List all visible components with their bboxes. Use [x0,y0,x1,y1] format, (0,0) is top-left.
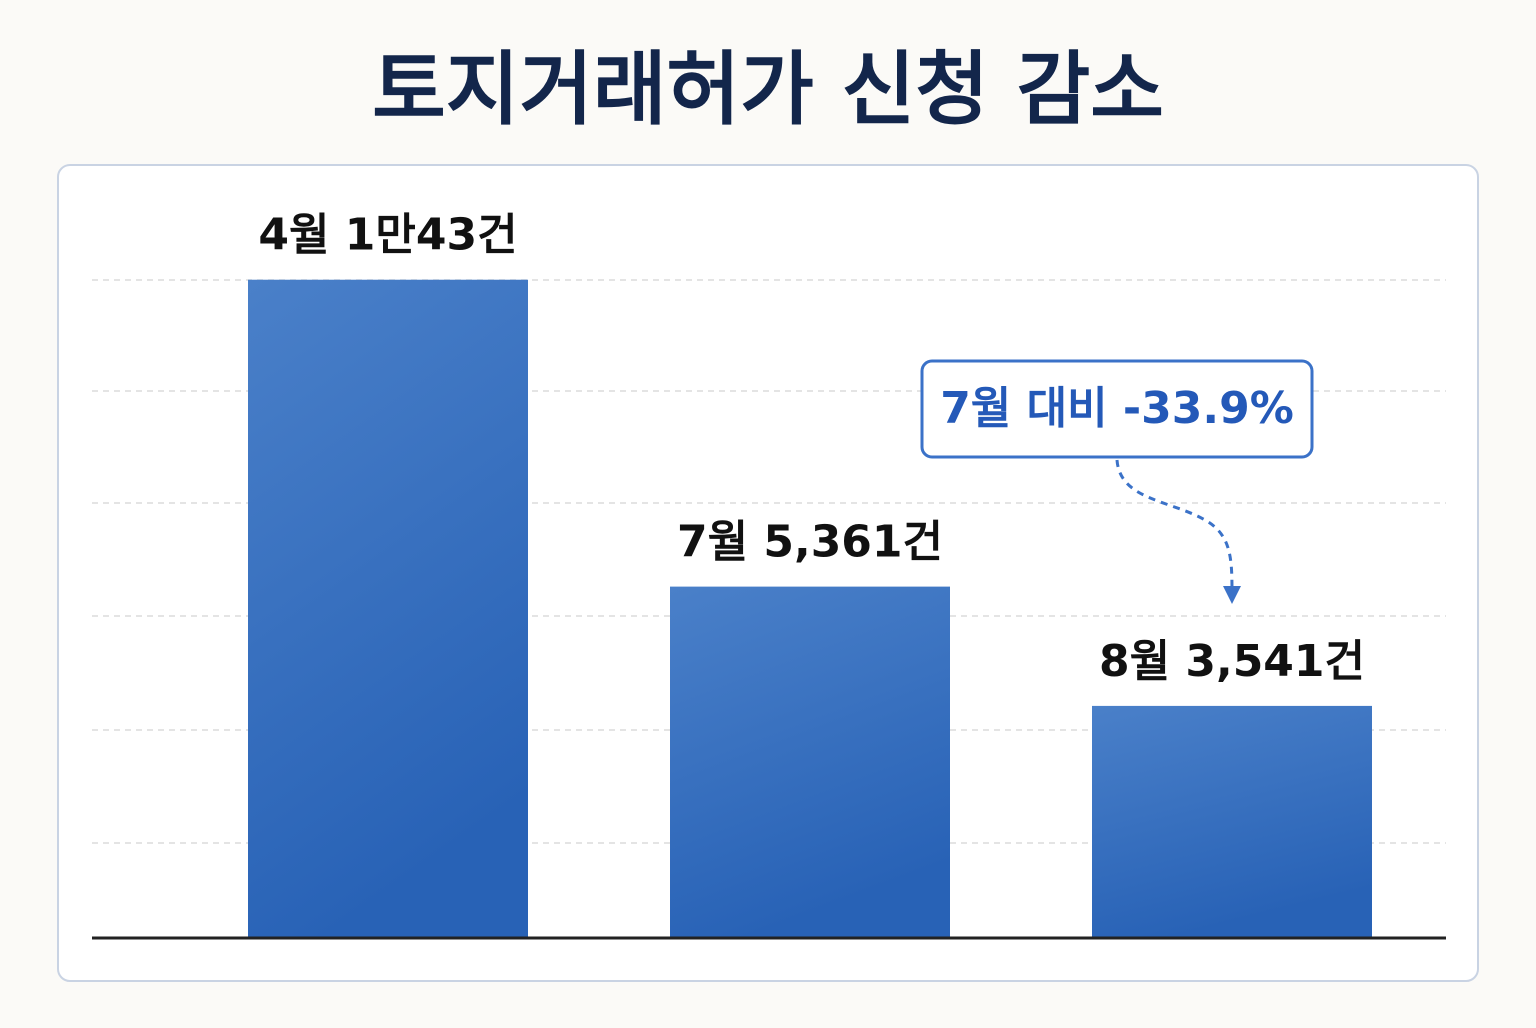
annotation-arrow [1115,459,1241,604]
value-label: 8월 3,541건 [1099,636,1365,687]
bar [1092,705,1372,938]
annotation-box [920,359,1314,459]
annotation: 7월 대비 -33.9% [940,383,1294,434]
bar [670,586,950,938]
value-label: 7월 5,361건 [677,517,943,568]
chart-title: 토지거래허가 신청 감소 [372,43,1164,136]
bar [248,279,528,938]
value-label: 4월 1만43건 [258,210,517,261]
bars [248,279,1372,938]
